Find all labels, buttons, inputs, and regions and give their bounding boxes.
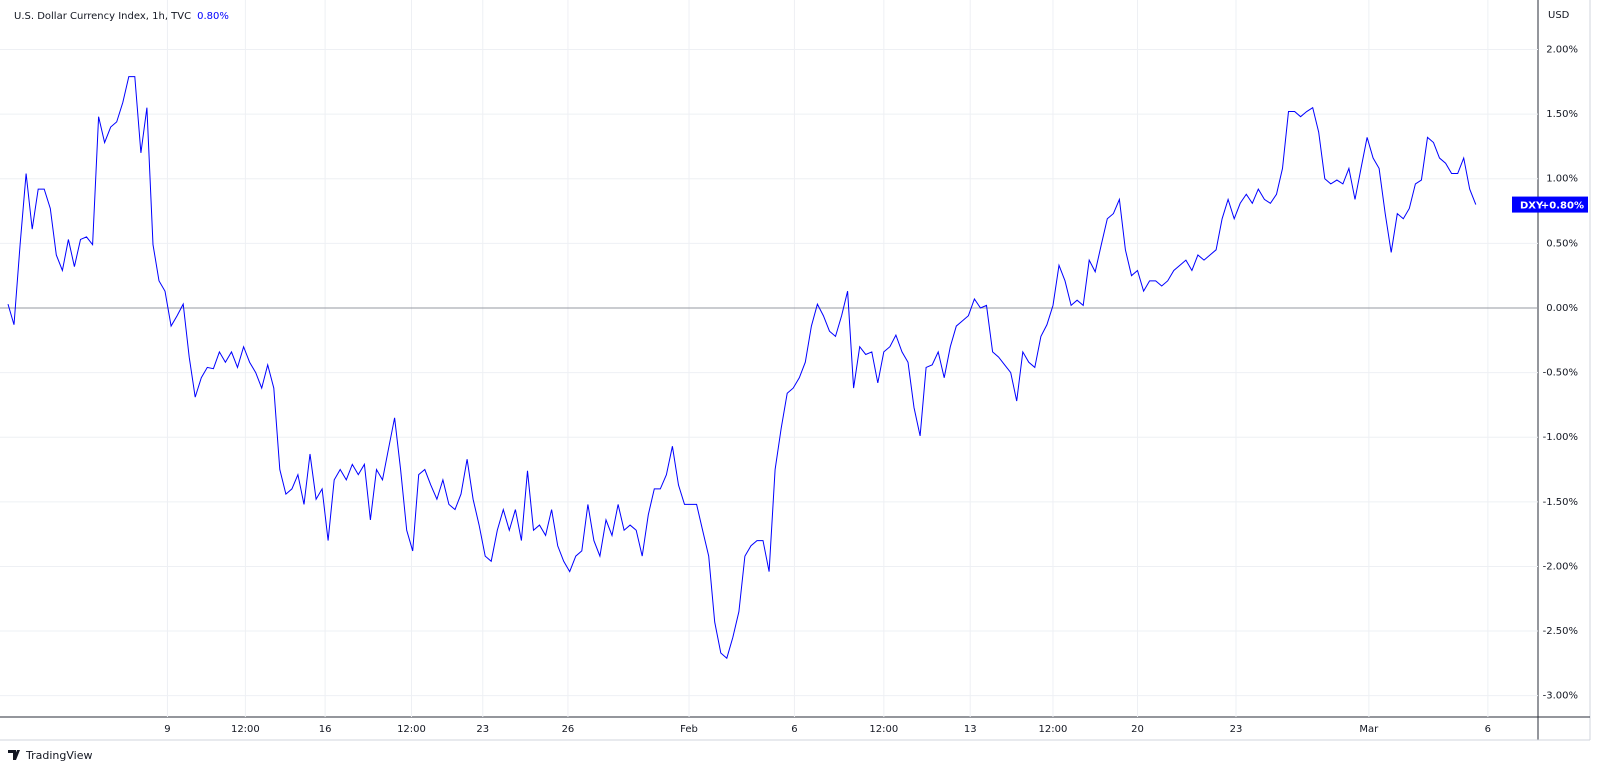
y-tick-label: 1.50% xyxy=(1546,109,1578,120)
x-tick-label: 23 xyxy=(1230,724,1243,735)
x-tick-label: 13 xyxy=(964,724,977,735)
currency: USD xyxy=(1548,10,1570,21)
x-tick-label: 12:00 xyxy=(397,724,426,735)
brand-logo xyxy=(8,750,20,760)
x-tick-label: 12:00 xyxy=(869,724,898,735)
x-tick-label: Feb xyxy=(680,724,698,735)
last-price-tag xyxy=(1512,196,1588,213)
x-tick-label: 23 xyxy=(476,724,489,735)
y-tick-label: 0.00% xyxy=(1546,303,1578,314)
price-line xyxy=(7,76,1477,660)
x-tick-label: 12:00 xyxy=(231,724,260,735)
y-tick-label: -2.50% xyxy=(1543,626,1578,637)
y-tick-label: 2.00% xyxy=(1546,44,1578,55)
chart-title: U.S. Dollar Currency Index, 1h, TVC xyxy=(14,11,191,22)
y-tick-label: -3.00% xyxy=(1543,691,1578,702)
y-tick-label: -2.00% xyxy=(1543,561,1578,572)
series-name: DXY xyxy=(1520,201,1544,212)
y-tick-label: 1.00% xyxy=(1546,174,1578,185)
x-tick-label: 16 xyxy=(319,724,332,735)
x-tick-label: 20 xyxy=(1131,724,1144,735)
x-tick-label: 6 xyxy=(791,724,797,735)
x-tick-label: Mar xyxy=(1359,724,1379,735)
x-tick-label: 6 xyxy=(1485,724,1491,735)
y-tick-label: -0.50% xyxy=(1543,368,1578,379)
y-tick-label: 0.50% xyxy=(1546,238,1578,249)
x-tick-label: 9 xyxy=(164,724,170,735)
y-tick-label: -1.50% xyxy=(1543,497,1578,508)
brand: TradingView xyxy=(8,749,92,762)
brand-name: TradingView xyxy=(25,749,92,762)
x-tick-label: 12:00 xyxy=(1039,724,1068,735)
y-tick-label: -1.00% xyxy=(1543,432,1578,443)
change: 0.80% xyxy=(197,11,229,22)
x-tick-label: 26 xyxy=(562,724,575,735)
last-price-label: +0.80% xyxy=(1541,201,1584,212)
